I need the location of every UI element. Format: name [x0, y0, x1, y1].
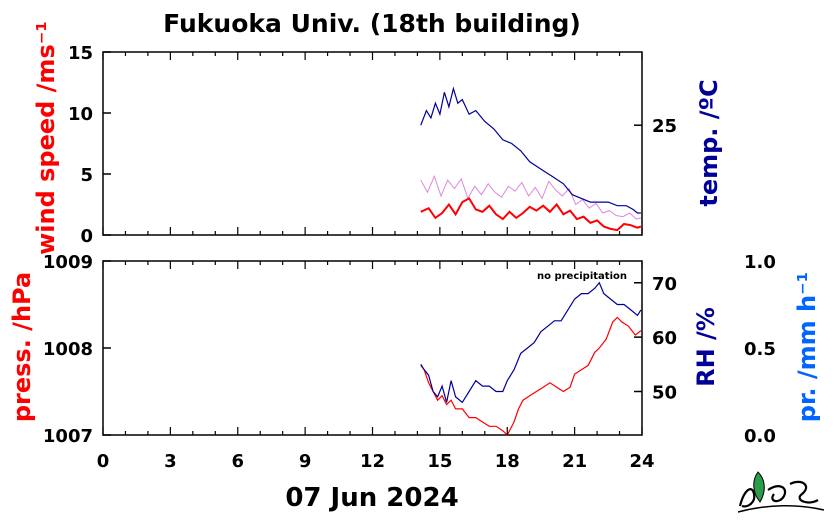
x-tick-label-7: 21	[562, 451, 587, 472]
wind-axis-label: wind speed /ms⁻¹	[32, 21, 60, 255]
precip-axis-label: pr. /mm h⁻¹	[793, 272, 821, 422]
top-plot-frame	[102, 51, 643, 236]
bottom-far-right-tick-label-1: 0.5	[744, 339, 776, 360]
bottom-left-tick-label-2: 1009	[43, 252, 93, 273]
top-left-tick-label-1: 5	[80, 165, 93, 186]
pressure-axis-label: press. /hPa	[8, 272, 36, 422]
x-tick-label-5: 15	[427, 451, 452, 472]
top-series-group	[420, 86, 642, 232]
bottom-series-line-1	[420, 281, 642, 404]
no-precipitation-note: no precipitation	[537, 271, 627, 282]
x-tick-label-3: 9	[299, 451, 312, 472]
x-tick-label-1: 3	[164, 451, 177, 472]
top-series-line-2	[420, 86, 641, 214]
top-left-tick-label-3: 15	[68, 43, 93, 64]
x-tick-label-6: 18	[495, 451, 520, 472]
x-tick-label-4: 12	[360, 451, 385, 472]
top-left-tick-label-0: 0	[80, 226, 93, 247]
bottom-right-tick-label-0: 50	[652, 383, 677, 404]
bottom-right-tick-label-2: 70	[652, 274, 677, 295]
mes-logo-icon	[737, 471, 825, 513]
bottom-far-right-tick-label-2: 1.0	[744, 252, 776, 273]
rh-axis-label: RH /%	[692, 307, 720, 387]
x-tick-label-0: 0	[97, 451, 110, 472]
top-right-tick-label-0: 25	[652, 116, 677, 137]
bottom-right-tick-label-1: 60	[652, 328, 677, 349]
temp-axis-label: temp. /ºC	[695, 79, 723, 206]
bottom-series-line-0	[420, 316, 642, 436]
bottom-plot-frame	[102, 260, 643, 436]
x-tick-label-2: 6	[231, 451, 244, 472]
top-panel: 0 5 10 15 25 wind speed /ms⁻¹ temp. /ºC	[32, 21, 723, 255]
bottom-axis-group: 1007 1008 1009 50 60 70 0.0 0.5 1.0 0 3 6 9 12 15 18 21 2…	[43, 252, 776, 472]
date-label: 07 Jun 2024	[285, 483, 458, 513]
bottom-panel: 1007 1008 1009 50 60 70 0.0 0.5 1.0 0 3 6 9 12 15 18 21 2…	[8, 252, 821, 472]
x-tick-label-8: 24	[629, 451, 654, 472]
top-series-line-0	[420, 175, 642, 220]
bottom-left-tick-label-0: 1007	[43, 426, 93, 447]
top-axis-group: 0 5 10 15 25	[68, 43, 677, 247]
bottom-series-group	[420, 281, 642, 436]
chart-title: Fukuoka Univ. (18th building)	[163, 9, 581, 38]
top-left-tick-label-2: 10	[68, 104, 93, 125]
top-series-line-1	[420, 197, 642, 232]
bottom-left-tick-label-1: 1008	[43, 339, 93, 360]
bottom-far-right-tick-label-0: 0.0	[744, 426, 776, 447]
